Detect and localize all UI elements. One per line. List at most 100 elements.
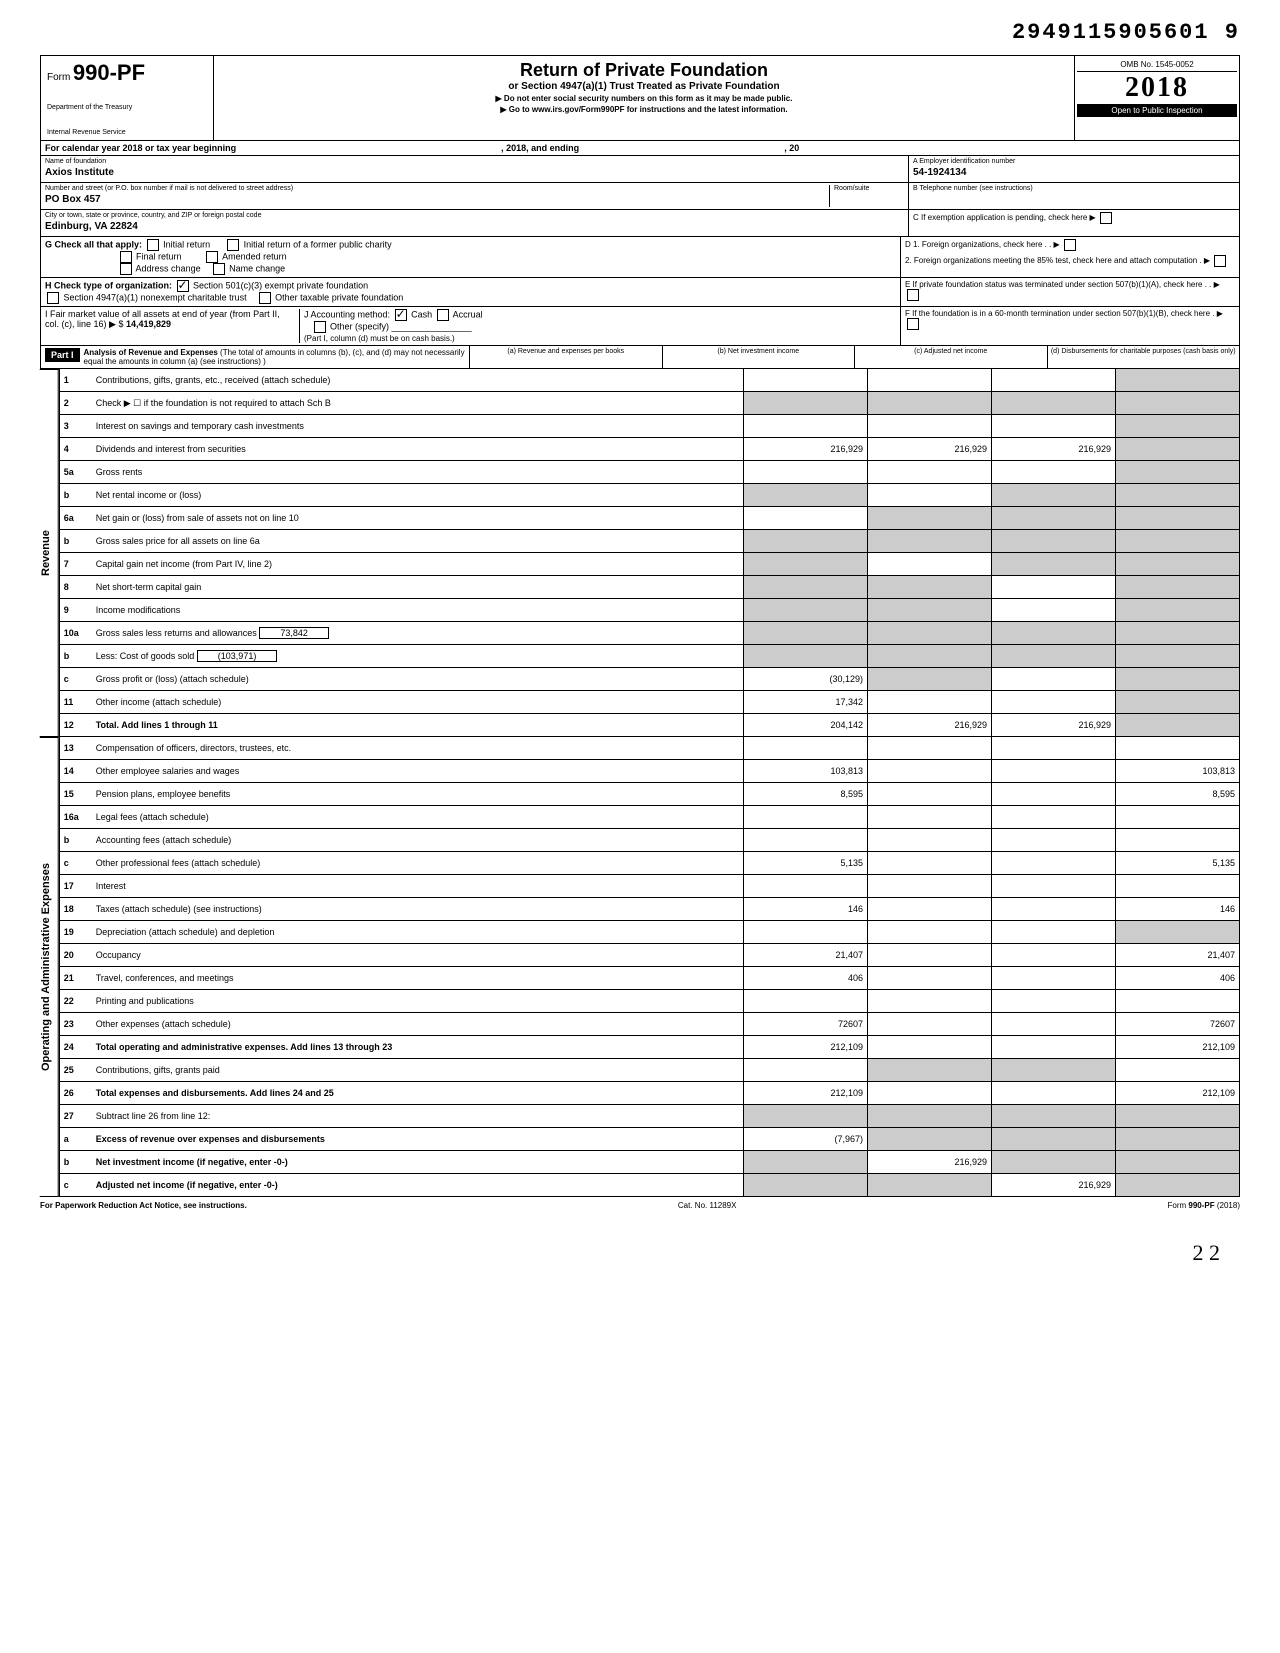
open-inspection: Open to Public Inspection [1077,104,1237,117]
line-20: Occupancy [92,944,744,967]
title-main: Return of Private Foundation [220,60,1068,81]
form-number: 990-PF [73,60,145,85]
addr-label: Number and street (or P.O. box number if… [45,185,829,192]
h-opt3: Other taxable private foundation [275,292,403,302]
g-address-change[interactable] [120,263,132,275]
line-27b: Net investment income (if negative, ente… [96,1157,288,1167]
j-cash-checkbox[interactable] [395,309,407,321]
cal-year-begin: For calendar year 2018 or tax year begin… [45,143,236,153]
line-10b: Less: Cost of goods sold (103,971) [92,645,744,668]
d1-label: D 1. Foreign organizations, check here . [905,240,1047,249]
dept-treasury: Department of the Treasury [47,104,207,111]
title-note2: ▶ Go to www.irs.gov/Form990PF for instru… [220,105,1068,114]
line-5a: Gross rents [92,461,744,484]
phone-label: B Telephone number (see instructions) [913,185,1235,192]
line-7: Capital gain net income (from Part IV, l… [92,553,744,576]
l27b-b: 216,929 [868,1151,992,1174]
box-f-label: F If the foundation is in a 60-month ter… [905,309,1210,318]
l10c-a: (30,129) [744,668,868,691]
line-6a: Net gain or (loss) from sale of assets n… [92,507,744,530]
section-ij-row: I Fair market value of all assets at end… [40,307,1240,346]
line-14: Other employee salaries and wages [92,760,744,783]
revenue-section: Revenue 1Contributions, gifts, grants, e… [40,369,1240,737]
expenses-section: Operating and Administrative Expenses 13… [40,737,1240,1197]
l10a-val: 73,842 [259,627,329,639]
room-label: Room/suite [834,185,904,192]
l4-b: 216,929 [868,438,992,461]
dept-irs: Internal Revenue Service [47,129,207,136]
h-other-checkbox[interactable] [259,292,271,304]
foundation-city: Edinburg, VA 22824 [45,221,904,232]
footer-row: For Paperwork Reduction Act Notice, see … [40,1201,1240,1210]
line-10a: Gross sales less returns and allowances … [92,622,744,645]
j-cash: Cash [411,309,432,319]
g-initial-former[interactable] [227,239,239,251]
col-a-header: (a) Revenue and expenses per books [469,346,662,368]
col-b-header: (b) Net investment income [662,346,855,368]
cal-year-end: , 20 [784,143,799,153]
l15-a: 8,595 [744,783,868,806]
l24-a: 212,109 [744,1036,868,1059]
expenses-table: 13Compensation of officers, directors, t… [59,737,1240,1197]
d1-checkbox[interactable] [1064,239,1076,251]
footer-right: Form 990-PF (2018) [1168,1201,1240,1210]
l14-a: 103,813 [744,760,868,783]
g-label: G Check all that apply: [45,239,142,249]
revenue-side-label: Revenue [40,369,59,737]
l24-d: 212,109 [1116,1036,1240,1059]
city-label: City or town, state or province, country… [45,212,904,219]
calendar-year-row: For calendar year 2018 or tax year begin… [40,140,1240,156]
h-501c3-checkbox[interactable] [177,280,189,292]
l16c-a: 5,135 [744,852,868,875]
line-23: Other expenses (attach schedule) [92,1013,744,1036]
ein-value: 54-1924134 [913,167,1235,178]
line-25: Contributions, gifts, grants paid [92,1059,744,1082]
part1-title: Analysis of Revenue and Expenses [84,348,218,357]
box-c-label: C If exemption application is pending, c… [913,213,1096,222]
form-title-box: Return of Private Foundation or Section … [214,56,1075,140]
line-17: Interest [92,875,744,898]
box-e-checkbox[interactable] [907,289,919,301]
line-4: Dividends and interest from securities [92,438,744,461]
box-f-checkbox[interactable] [907,318,919,330]
cal-year-mid: , 2018, and ending [501,143,579,153]
l4-c: 216,929 [992,438,1116,461]
h-4947-checkbox[interactable] [47,292,59,304]
j-accrual: Accrual [453,309,483,319]
d2-checkbox[interactable] [1214,255,1226,267]
l14-d: 103,813 [1116,760,1240,783]
line-21: Travel, conferences, and meetings [92,967,744,990]
g-name-change[interactable] [213,263,225,275]
line-27a: Excess of revenue over expenses and disb… [96,1134,325,1144]
l20-a: 21,407 [744,944,868,967]
foundation-name: Axios Institute [45,167,904,178]
l20-d: 21,407 [1116,944,1240,967]
revenue-table: 1Contributions, gifts, grants, etc., rec… [59,369,1240,737]
omb-year-box: OMB No. 1545-0052 2018 Open to Public In… [1075,56,1239,140]
g-opt-4: Address change [136,263,201,273]
line-18: Taxes (attach schedule) (see instruction… [92,898,744,921]
name-label: Name of foundation [45,158,904,165]
box-c-checkbox[interactable] [1100,212,1112,224]
col-d-header: (d) Disbursements for charitable purpose… [1047,346,1240,368]
g-initial-return[interactable] [147,239,159,251]
g-final-return[interactable] [120,251,132,263]
scan-code: 2949115905601 9 [40,20,1240,45]
g-amended-return[interactable] [206,251,218,263]
l12-c: 216,929 [992,714,1116,737]
line-26: Total expenses and disbursements. Add li… [96,1088,334,1098]
h-label: H Check type of organization: [45,280,172,290]
l21-d: 406 [1116,967,1240,990]
j-other: Other (specify) [330,321,389,331]
d2-label: 2. Foreign organizations meeting the 85%… [905,256,1197,265]
line-16a: Legal fees (attach schedule) [92,806,744,829]
l26-d: 212,109 [1116,1082,1240,1105]
g-opt-1: Initial return of a former public charit… [244,239,392,249]
tax-year: 2018 [1077,72,1237,104]
l27c-c: 216,929 [992,1174,1116,1197]
j-accrual-checkbox[interactable] [437,309,449,321]
j-other-checkbox[interactable] [314,321,326,333]
line-16c: Other professional fees (attach schedule… [92,852,744,875]
line-2: Check ▶ ☐ if the foundation is not requi… [92,392,744,415]
l10b-val: (103,971) [197,650,278,662]
